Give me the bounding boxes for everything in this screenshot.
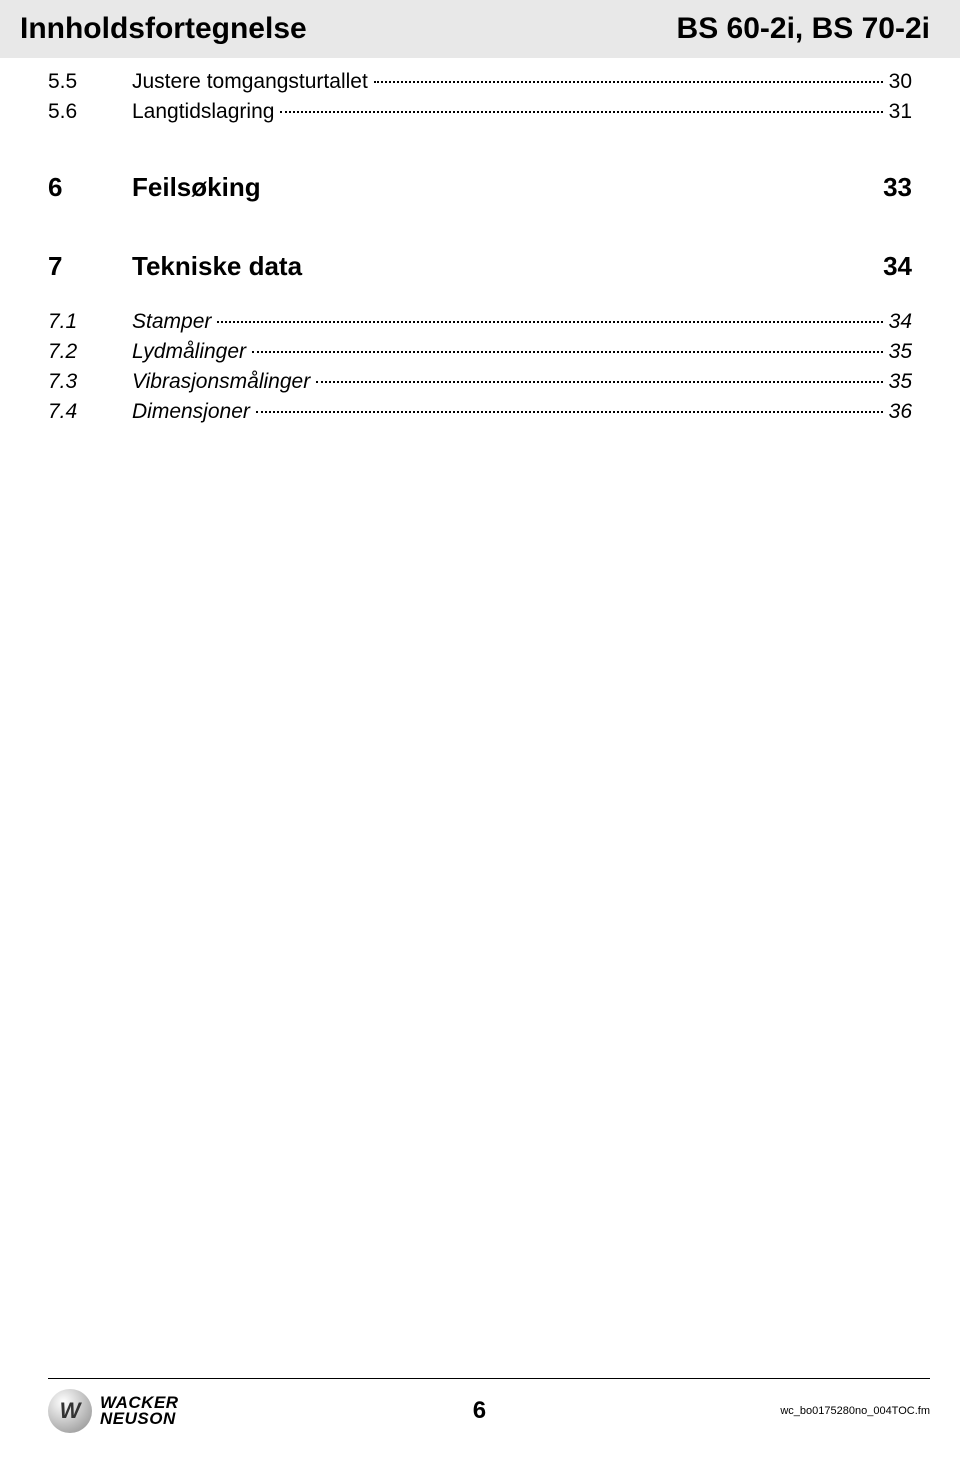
toc-page: 35 [885, 340, 912, 364]
toc-num: 7.3 [48, 370, 132, 394]
toc-leader-dots [316, 381, 882, 383]
toc-num: 7.1 [48, 310, 132, 334]
toc-line: 7.1 Stamper 34 [48, 310, 912, 334]
page-number: 6 [473, 1397, 486, 1425]
footer: W WACKER NEUSON 6 wc_bo0175280no_004TOC.… [0, 1378, 960, 1433]
toc-line: 5.5 Justere tomgangsturtallet 30 [48, 70, 912, 94]
header-title-left: Innholdsfortegnelse [20, 12, 307, 46]
toc-page: 36 [885, 400, 912, 424]
toc-leader-dots [217, 321, 882, 323]
toc-line: 7.2 Lydmålinger 35 [48, 340, 912, 364]
toc-line: 7.3 Vibrasjonsmålinger 35 [48, 370, 912, 394]
toc-leader-dots [280, 111, 882, 113]
footer-filename: wc_bo0175280no_004TOC.fm [780, 1405, 930, 1417]
toc-page: 30 [885, 70, 912, 94]
toc-label: Vibrasjonsmålinger [132, 370, 314, 394]
toc-leader-dots [256, 411, 883, 413]
toc-leader-dots [252, 351, 883, 353]
toc-content: 5.5 Justere tomgangsturtallet 30 5.6 Lan… [0, 58, 960, 424]
header-bar: Innholdsfortegnelse BS 60-2i, BS 70-2i [0, 0, 960, 58]
toc-leader-dots [374, 81, 883, 83]
logo-text: WACKER NEUSON [100, 1395, 179, 1427]
toc-num: 5.6 [48, 100, 132, 124]
toc-label: Justere tomgangsturtallet [132, 70, 372, 94]
toc-line: 7.4 Dimensjoner 36 [48, 400, 912, 424]
toc-label: Stamper [132, 310, 215, 334]
footer-row: W WACKER NEUSON 6 wc_bo0175280no_004TOC.… [48, 1389, 930, 1433]
toc-label: Lydmålinger [132, 340, 250, 364]
logo-line2: NEUSON [100, 1411, 179, 1427]
section-heading: 7 Tekniske data 34 [48, 251, 912, 282]
toc-label: Langtidslagring [132, 100, 278, 124]
toc-num: 7.2 [48, 340, 132, 364]
section-num: 7 [48, 251, 132, 282]
section-page: 34 [883, 251, 912, 282]
section-title: Tekniske data [132, 251, 883, 282]
section-num: 6 [48, 172, 132, 203]
toc-line: 5.6 Langtidslagring 31 [48, 100, 912, 124]
toc-page: 34 [885, 310, 912, 334]
section-heading: 6 Feilsøking 33 [48, 172, 912, 203]
footer-logo: W WACKER NEUSON [48, 1389, 179, 1433]
logo-icon: W [48, 1389, 92, 1433]
logo-w-icon: W [60, 1398, 81, 1424]
footer-rule [48, 1378, 930, 1379]
toc-page: 31 [885, 100, 912, 124]
toc-page: 35 [885, 370, 912, 394]
header-title-right: BS 60-2i, BS 70-2i [677, 12, 930, 46]
toc-label: Dimensjoner [132, 400, 254, 424]
section-page: 33 [883, 172, 912, 203]
section-title: Feilsøking [132, 172, 883, 203]
toc-num: 7.4 [48, 400, 132, 424]
toc-num: 5.5 [48, 70, 132, 94]
